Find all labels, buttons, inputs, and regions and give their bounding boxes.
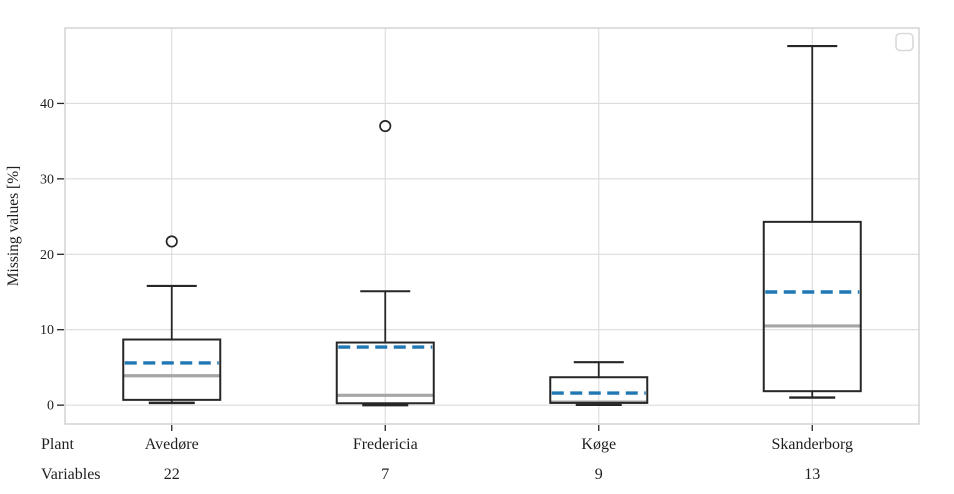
x-category-label-avedore: Avedøre xyxy=(144,436,199,453)
y-tick-label: 10 xyxy=(40,323,54,338)
x-axis-row-label-variables: Variables xyxy=(41,466,101,483)
y-tick-label: 40 xyxy=(40,97,54,112)
x-category-label-koge: Køge xyxy=(581,436,617,453)
variables-count-fredericia: 7 xyxy=(381,466,390,483)
y-tick-label: 30 xyxy=(40,172,54,187)
x-category-label-skanderborg: Skanderborg xyxy=(771,436,853,453)
box-skanderborg xyxy=(762,220,862,393)
outlier-avedore xyxy=(165,235,178,248)
y-tick-label: 20 xyxy=(40,248,54,263)
box-fredericia xyxy=(335,341,435,405)
variables-count-avedore: 22 xyxy=(163,466,180,483)
outlier-fredericia xyxy=(379,120,392,133)
y-tick-label: 0 xyxy=(47,399,54,414)
plot-border xyxy=(64,27,920,425)
legend-box xyxy=(895,32,914,52)
variables-count-skanderborg: 13 xyxy=(804,466,821,483)
variables-count-koge: 9 xyxy=(594,466,603,483)
x-category-label-fredericia: Fredericia xyxy=(352,436,418,453)
box-koge xyxy=(549,376,649,404)
plot-background xyxy=(65,28,919,424)
box-avedore xyxy=(122,338,222,401)
x-axis-row-label-plant: Plant xyxy=(41,436,74,453)
